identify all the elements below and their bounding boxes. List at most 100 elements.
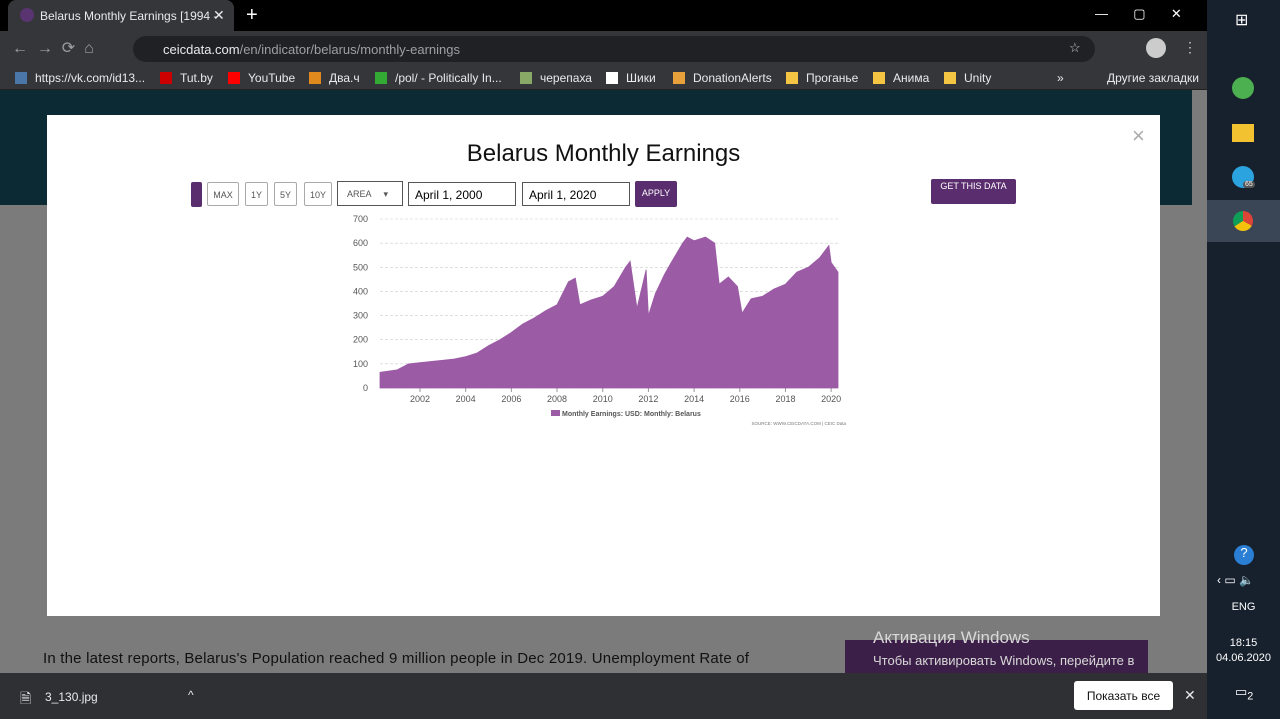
taskbar: ⊞ 65 ? ‹ ▭ 🔈 ENG 18:15 04.06.2020 ▭2 bbox=[1207, 0, 1280, 719]
star[interactable]: ☆ bbox=[1069, 40, 1081, 55]
modal: × Belarus Monthly Earnings AREA ▾ April … bbox=[47, 115, 1160, 616]
x-tick-label: 2014 bbox=[684, 394, 704, 404]
address-bar[interactable]: ceicdata.com/en/indicator/belarus/monthl… bbox=[133, 36, 1095, 62]
toolbar: ← → ⟳ ⌂ ceicdata.com/en/indicator/belaru… bbox=[0, 31, 1207, 66]
y-tick-label: 300 bbox=[353, 311, 368, 321]
date[interactable]: 04.06.2020 bbox=[1215, 652, 1272, 664]
page-button bbox=[845, 640, 1148, 673]
bookmark-icon bbox=[15, 72, 27, 84]
bookmarks-more[interactable]: » bbox=[1057, 71, 1064, 85]
range-button[interactable]: 10Y bbox=[304, 182, 332, 206]
bookmark-icon bbox=[160, 72, 172, 84]
bookmark[interactable]: YouTube bbox=[248, 71, 296, 85]
y-tick-label: 600 bbox=[353, 238, 368, 248]
url-host: ceicdata.com bbox=[163, 42, 240, 57]
bookmark-icon bbox=[606, 72, 618, 84]
bookmark[interactable]: Шики bbox=[626, 71, 656, 85]
bookmark-icon bbox=[375, 72, 387, 84]
bookmark-icon bbox=[309, 72, 321, 84]
legend-swatch bbox=[551, 410, 560, 416]
x-tick-label: 2016 bbox=[730, 394, 750, 404]
x-tick-label: 2018 bbox=[775, 394, 795, 404]
range-button[interactable]: 1Y bbox=[245, 182, 268, 206]
favicon bbox=[20, 8, 34, 22]
other-bookmarks[interactable]: Другие закладки bbox=[1107, 71, 1199, 85]
tab-strip: Belarus Monthly Earnings [1994 - ✕ + — ▢ … bbox=[0, 0, 1207, 31]
y-tick-label: 500 bbox=[353, 262, 368, 272]
explorer[interactable] bbox=[1232, 124, 1254, 142]
bookmark-icon bbox=[228, 72, 240, 84]
apply[interactable]: APPLY bbox=[635, 181, 677, 207]
chart-title: Belarus Monthly Earnings bbox=[466, 140, 741, 167]
bookmark[interactable]: https://vk.com/id13... bbox=[35, 71, 146, 85]
utorrent[interactable] bbox=[1232, 77, 1254, 99]
bookmarks-bar: https://vk.com/id13... Tut.by YouTube Два.ч… bbox=[0, 66, 1207, 90]
tab-close[interactable]: ✕ bbox=[213, 7, 225, 23]
toggle[interactable] bbox=[191, 182, 202, 207]
time[interactable]: 18:15 bbox=[1229, 637, 1258, 649]
x-tick-label: 2020 bbox=[821, 394, 841, 404]
window-controls[interactable]: — ▢ ✕ bbox=[1095, 6, 1182, 21]
x-tick-label: 2006 bbox=[501, 394, 521, 404]
help[interactable]: ? bbox=[1234, 545, 1254, 565]
menu[interactable]: ⋮ bbox=[1183, 39, 1197, 55]
start[interactable]: ⊞ bbox=[1235, 12, 1249, 29]
bookmark[interactable]: черепаха bbox=[540, 71, 592, 85]
bookmark[interactable]: Проганье bbox=[806, 71, 859, 85]
type-select[interactable]: AREA ▾ bbox=[337, 181, 403, 206]
chrome-active[interactable] bbox=[1207, 200, 1280, 242]
notifications[interactable]: ▭2 bbox=[1235, 684, 1254, 703]
close-downloads[interactable]: ✕ bbox=[1184, 687, 1196, 703]
show-all[interactable]: Показать все bbox=[1074, 681, 1173, 710]
tray[interactable]: ‹ ▭ 🔈 bbox=[1217, 573, 1254, 587]
y-tick-label: 200 bbox=[353, 335, 368, 345]
notif-count: 2 bbox=[1247, 690, 1254, 703]
bookmark[interactable]: DonationAlerts bbox=[693, 71, 772, 85]
area bbox=[379, 236, 839, 389]
y-tick-label: 700 bbox=[353, 214, 368, 224]
y-tick-label: 0 bbox=[363, 383, 368, 393]
legend-label: Monthly Earnings: USD: Monthly: Belarus bbox=[562, 411, 701, 418]
watermark-title: Активация Windows bbox=[873, 628, 1030, 647]
bookmark-icon bbox=[786, 72, 798, 84]
date-to[interactable]: April 1, 2020 bbox=[522, 182, 630, 206]
tab[interactable]: Belarus Monthly Earnings [1994 - ✕ bbox=[8, 0, 234, 31]
chart: 0 100 200 300 400 500 600 700 2002 2004 2006 2008 20… bbox=[353, 214, 847, 426]
y-tick-label: 100 bbox=[353, 359, 368, 369]
range-button[interactable]: MAX bbox=[207, 182, 239, 206]
bookmark[interactable]: /pol/ - Politically In... bbox=[395, 71, 502, 85]
download-bar: 🗎 3_130.jpg ^ Показать все ✕ bbox=[0, 673, 1207, 719]
bookmark-icon bbox=[520, 72, 532, 84]
bookmark[interactable]: Два.ч bbox=[329, 71, 360, 85]
bookmark-icon bbox=[873, 72, 885, 84]
y-tick-label: 400 bbox=[353, 286, 368, 296]
profile[interactable] bbox=[1146, 38, 1166, 58]
download-file[interactable]: 3_130.jpg bbox=[45, 690, 98, 704]
new-tab[interactable]: + bbox=[246, 4, 258, 26]
date-from[interactable]: April 1, 2000 bbox=[408, 182, 516, 206]
get-data[interactable]: GET THIS DATA bbox=[931, 179, 1016, 204]
url-path: /en/indicator/belarus/monthly-earnings bbox=[239, 42, 460, 57]
badge: 65 bbox=[1243, 181, 1255, 188]
bookmark[interactable]: Unity bbox=[964, 71, 992, 85]
bookmark[interactable]: Tut.by bbox=[180, 71, 213, 85]
chrome bbox=[1233, 211, 1253, 231]
bookmark-icon bbox=[673, 72, 685, 84]
page-text: In the latest reports, Belarus's Populat… bbox=[43, 650, 750, 667]
bookmark[interactable]: Анима bbox=[893, 71, 930, 85]
tab-title: Belarus Monthly Earnings [1994 - bbox=[40, 9, 218, 23]
download-menu[interactable]: ^ bbox=[188, 688, 194, 702]
modal-close[interactable]: × bbox=[1132, 123, 1145, 148]
source: SOURCE: WWW.CEICDATA.COM | CEIC Data bbox=[751, 421, 846, 426]
x-tick-label: 2012 bbox=[638, 394, 658, 404]
type-value: AREA bbox=[347, 189, 372, 199]
nav-buttons[interactable]: ← → ⟳ ⌂ bbox=[12, 40, 94, 57]
x-tick-label: 2004 bbox=[456, 394, 476, 404]
x-tick-label: 2010 bbox=[593, 394, 613, 404]
range-button[interactable]: 5Y bbox=[274, 182, 297, 206]
bookmark-icon bbox=[944, 72, 956, 84]
file-icon: 🗎 bbox=[20, 690, 32, 706]
x-tick-label: 2008 bbox=[547, 394, 567, 404]
lang[interactable]: ENG bbox=[1231, 601, 1256, 613]
